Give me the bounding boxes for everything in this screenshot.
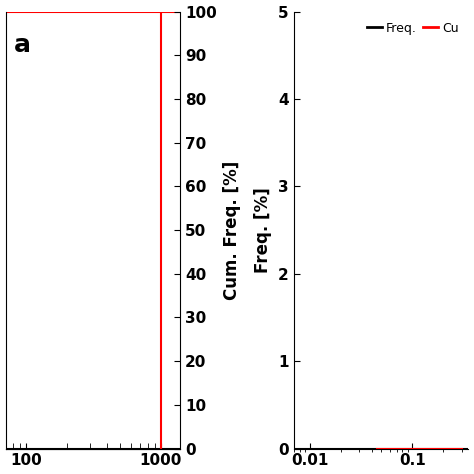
Y-axis label: Cum. Freq. [%]: Cum. Freq. [%] <box>223 160 241 300</box>
Y-axis label: Freq. [%]: Freq. [%] <box>255 187 273 273</box>
Legend: Freq., Cu: Freq., Cu <box>364 18 462 38</box>
Text: a: a <box>14 33 31 57</box>
